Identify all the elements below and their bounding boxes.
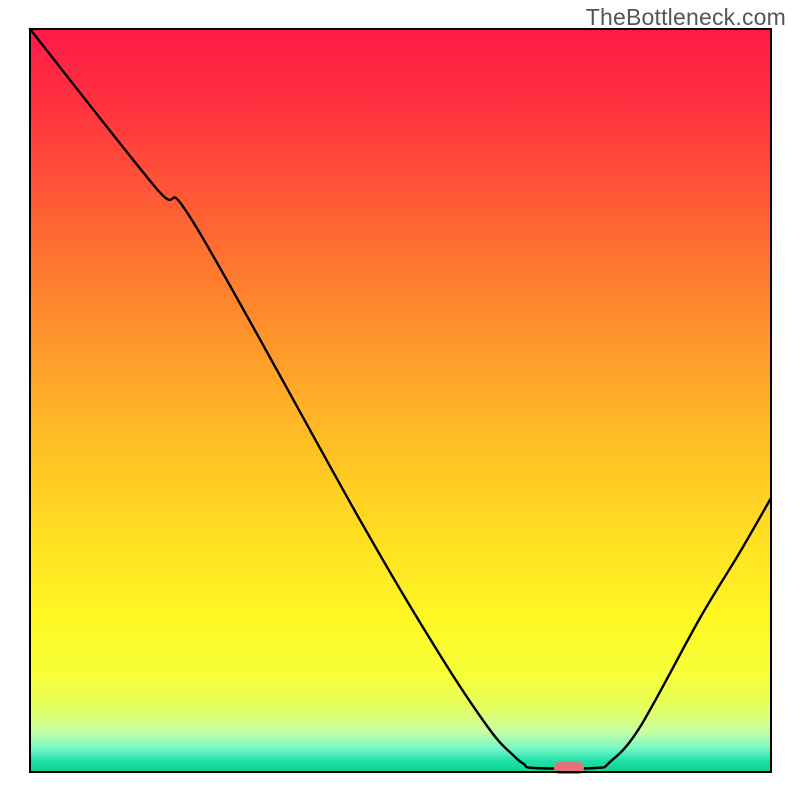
watermark-text: TheBottleneck.com: [586, 4, 786, 31]
heatmap-gradient: [30, 29, 771, 772]
chart-svg: [0, 0, 800, 800]
chart-stage: TheBottleneck.com: [0, 0, 800, 800]
